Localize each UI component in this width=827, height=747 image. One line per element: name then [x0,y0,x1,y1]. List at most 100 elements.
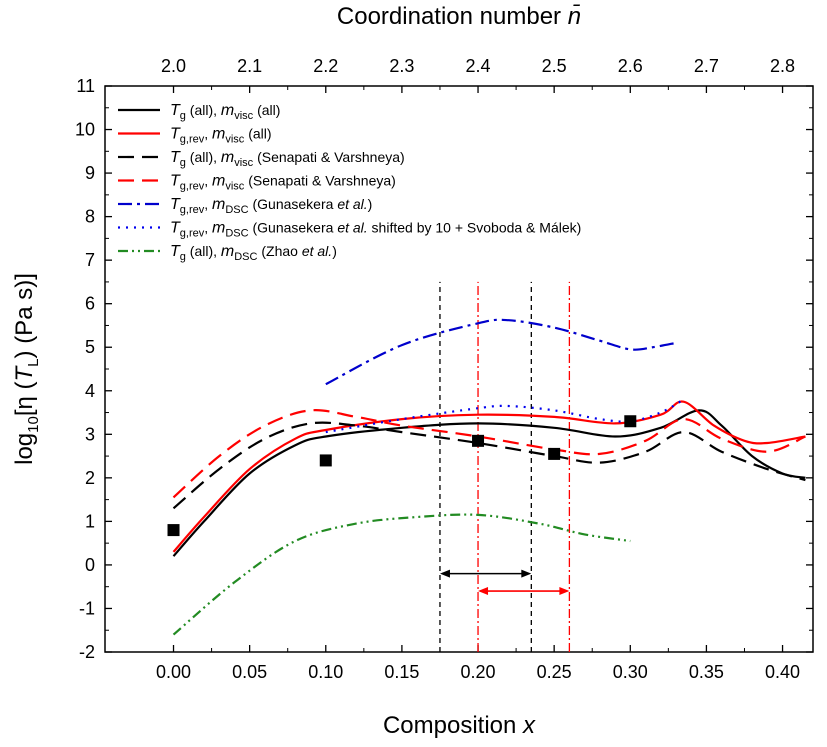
y-title-sub: L [25,358,42,366]
legend: Tg (all), mvisc (all)Tg,rev, mvisc (all)… [118,102,581,263]
data-point [319,454,332,467]
top-tick-label: 2.2 [313,56,338,76]
arrow-head-left [478,587,489,596]
legend-text-part: (all) [253,102,280,118]
x-tick-label: 0.15 [384,662,419,682]
y-tick-label: 3 [85,424,95,444]
legend-text-part: , [204,173,212,189]
legend-sub: visc [234,157,253,169]
legend-sub: visc [225,181,244,193]
legend-var: m [221,243,234,260]
legend-text-part: ) [368,196,373,212]
legend-text-part: (all) [244,126,271,142]
x-axis-title-text: Composition [383,712,523,739]
legend-italic: et al. [302,243,332,259]
top-axis-variable: n̄ [568,3,581,30]
legend-text-part: , [204,220,212,236]
y-tick-label: 1 [85,511,95,531]
data-point [548,447,561,460]
legend-var: m [212,126,225,143]
data-point [624,415,637,428]
legend-entry: Tg,rev, mvisc (all) [170,126,272,146]
legend-sub: DSC [225,204,248,216]
y-tick-label: 7 [85,250,95,270]
legend-entry: Tg (all), mvisc (Senapati & Varshneya) [170,149,405,169]
legend-entry: Tg,rev, mDSC (Gunasekera et al. shifted … [170,220,581,240]
top-axis-title-text: Coordination number [337,3,568,30]
top-tick-label: 2.4 [466,56,491,76]
plot-frame [104,85,814,653]
x-tick-label: 0.35 [689,662,724,682]
top-tick-label: 2.1 [237,56,262,76]
legend-text-part: shifted by 10 + Svoboda & Málek) [368,220,582,236]
legend-sub: DSC [225,228,248,240]
y-axis-title: log10[η (TL) (Pa s)] [11,273,42,465]
legend-entry: Tg (all), mDSC (Zhao et al.) [170,243,337,263]
y-title-part: [η ( [11,381,38,416]
x-tick-label: 0.20 [461,662,496,682]
y-tick-label: 5 [85,337,95,357]
legend-text-part: (all), [186,102,221,118]
legend-var: T [170,149,181,166]
x-tick-label: 0.40 [765,662,800,682]
ticks [105,85,813,653]
y-tick-label: 10 [75,120,95,140]
legend-sub: g,rev [180,134,205,146]
legend-text-part: ) [332,243,337,259]
legend-text-part: , [204,126,212,142]
arrow-head-right [521,569,532,578]
y-tick-label: 9 [85,163,95,183]
range-arrows [439,569,570,596]
legend-var: m [212,173,225,190]
x-tick-label: 0.00 [156,662,191,682]
legend-var: T [170,102,181,119]
data-point [167,524,180,537]
top-tick-labels: 2.0 2.1 2.2 2.3 2.4 2.5 2.6 2.7 2.8 [161,56,795,76]
series-line-5 [325,318,677,386]
series-line-6 [325,398,685,434]
series-line-3 [172,421,806,510]
legend-text-part: (Senapati & Varshneya) [244,173,396,189]
y-title-sub: 10 [25,416,42,433]
y-tick-label: 0 [85,555,95,575]
legend-var: m [212,220,225,237]
reference-lines [439,281,571,652]
series-lines [172,318,806,636]
x-tick-label: 0.30 [613,662,648,682]
legend-sub: g [180,251,186,263]
legend-sub: g [180,110,186,122]
legend-var: T [170,220,181,237]
y-tick-labels: -2 -1 0 1 2 3 4 5 6 7 8 9 10 11 [75,76,95,662]
legend-italic: et al. [337,220,367,236]
y-tick-label: 11 [76,76,95,96]
legend-text-part: (all), [186,149,221,165]
top-tick-label: 2.8 [770,56,795,76]
legend-var: m [221,149,234,166]
series-line-7 [172,513,631,636]
legend-text-part: (Zhao [257,243,301,259]
legend-text-part: (Gunasekera [249,196,338,212]
top-tick-label: 2.3 [389,56,414,76]
y-title-var: T [11,364,38,381]
top-tick-label: 2.6 [618,56,643,76]
legend-var: T [170,126,181,143]
arrow-head-right [559,587,570,596]
arrow-head-left [439,569,450,578]
x-tick-label: 0.10 [308,662,343,682]
y-tick-label: 4 [85,381,95,401]
legend-italic: et al. [337,196,367,212]
y-tick-label: 2 [85,468,95,488]
legend-sub: DSC [234,251,257,263]
y-title-part: log [11,433,38,465]
legend-text-part: (Senapati & Varshneya) [253,149,405,165]
y-tick-label: -1 [79,598,95,618]
x-tick-label: 0.05 [232,662,267,682]
y-tick-label: 8 [85,207,95,227]
x-axis-title: Composition x [383,712,536,739]
legend-text-part: (Gunasekera [249,220,338,236]
legend-sub: g [180,157,186,169]
y-tick-label: 6 [85,294,95,314]
legend-sub: visc [225,134,244,146]
top-axis-title: Coordination number n̄ [337,3,581,30]
legend-entry: Tg (all), mvisc (all) [170,102,280,122]
